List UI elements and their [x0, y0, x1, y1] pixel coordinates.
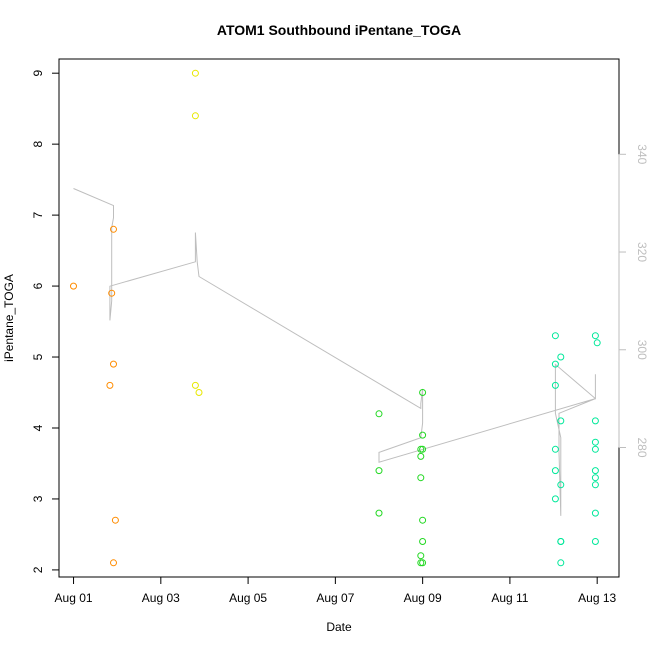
data-point [375, 410, 383, 418]
data-point [417, 474, 425, 482]
x-tick-label: Aug 05 [229, 591, 267, 605]
y2-tick-label: 300 [635, 340, 649, 360]
x-tick-label: Aug 07 [316, 591, 354, 605]
y2-tick-label: 340 [635, 144, 649, 164]
data-point [551, 332, 559, 340]
data-point [106, 381, 114, 389]
x-tick-label: Aug 11 [491, 591, 528, 605]
y2-axis: 280 300 320 340 [618, 144, 649, 458]
data-point [557, 538, 565, 545]
y-tick-label: 2 [31, 566, 45, 573]
data-point [195, 389, 203, 396]
data-point [557, 417, 565, 425]
data-point [557, 481, 565, 489]
y-tick-label: 8 [31, 140, 45, 147]
data-point [191, 69, 199, 77]
data-point [419, 516, 427, 524]
x-tick-label: Aug 01 [55, 591, 93, 605]
x-tick-label: Aug 03 [142, 591, 180, 605]
y-tick-label: 9 [31, 70, 45, 77]
x-axis: Aug 01 Aug 03 Aug 05 Aug 07 Aug 09 Aug 11 Aug … [55, 576, 617, 605]
chart-title: ATOM1 Southbound iPentane_TOGA [217, 22, 461, 38]
data-point [419, 538, 427, 545]
y-tick-label: 7 [31, 211, 45, 218]
data-point [591, 332, 599, 340]
data-point [419, 559, 427, 567]
trace-layer [73, 188, 596, 516]
y-tick-label: 4 [31, 424, 45, 431]
y2-tick-label: 280 [635, 437, 649, 457]
data-point [593, 339, 601, 347]
data-point [110, 360, 117, 368]
data-point [591, 474, 599, 482]
data-point [557, 559, 565, 567]
y-tick-label: 5 [31, 353, 45, 360]
data-point [110, 225, 117, 233]
data-point [191, 112, 199, 120]
data-point [417, 452, 425, 460]
data-point [419, 445, 427, 453]
plot-frame [58, 58, 620, 578]
data-point [591, 481, 599, 489]
y-tick-label: 6 [31, 282, 45, 289]
data-point [191, 381, 199, 389]
data-point [591, 467, 599, 475]
data-point [108, 289, 116, 297]
y-axis: 2 3 4 5 6 7 8 9 [31, 70, 60, 573]
data-point [591, 445, 599, 453]
data-point [551, 495, 559, 503]
data-point [375, 467, 383, 475]
data-point [111, 516, 119, 524]
x-axis-label: Date [326, 620, 352, 634]
data-point [551, 445, 559, 453]
data-point [551, 381, 559, 389]
data-point [551, 360, 559, 368]
data-point [551, 467, 559, 475]
y-tick-label: 3 [31, 495, 45, 502]
x-tick-label: Aug 09 [404, 591, 442, 605]
x-tick-label: Aug 13 [578, 591, 616, 605]
trace-line [73, 188, 596, 516]
data-point [591, 538, 599, 545]
points-layer [70, 69, 601, 567]
data-point [557, 353, 565, 361]
y2-tick-label: 320 [635, 242, 649, 262]
data-point [591, 438, 599, 446]
data-point [591, 417, 599, 425]
data-point [110, 559, 117, 567]
data-point [419, 389, 427, 396]
data-point [419, 431, 427, 439]
y-axis-label: iPentane_TOGA [2, 274, 16, 362]
data-point [375, 509, 383, 517]
data-point [70, 282, 77, 290]
data-point [591, 509, 599, 517]
data-point [417, 552, 425, 560]
